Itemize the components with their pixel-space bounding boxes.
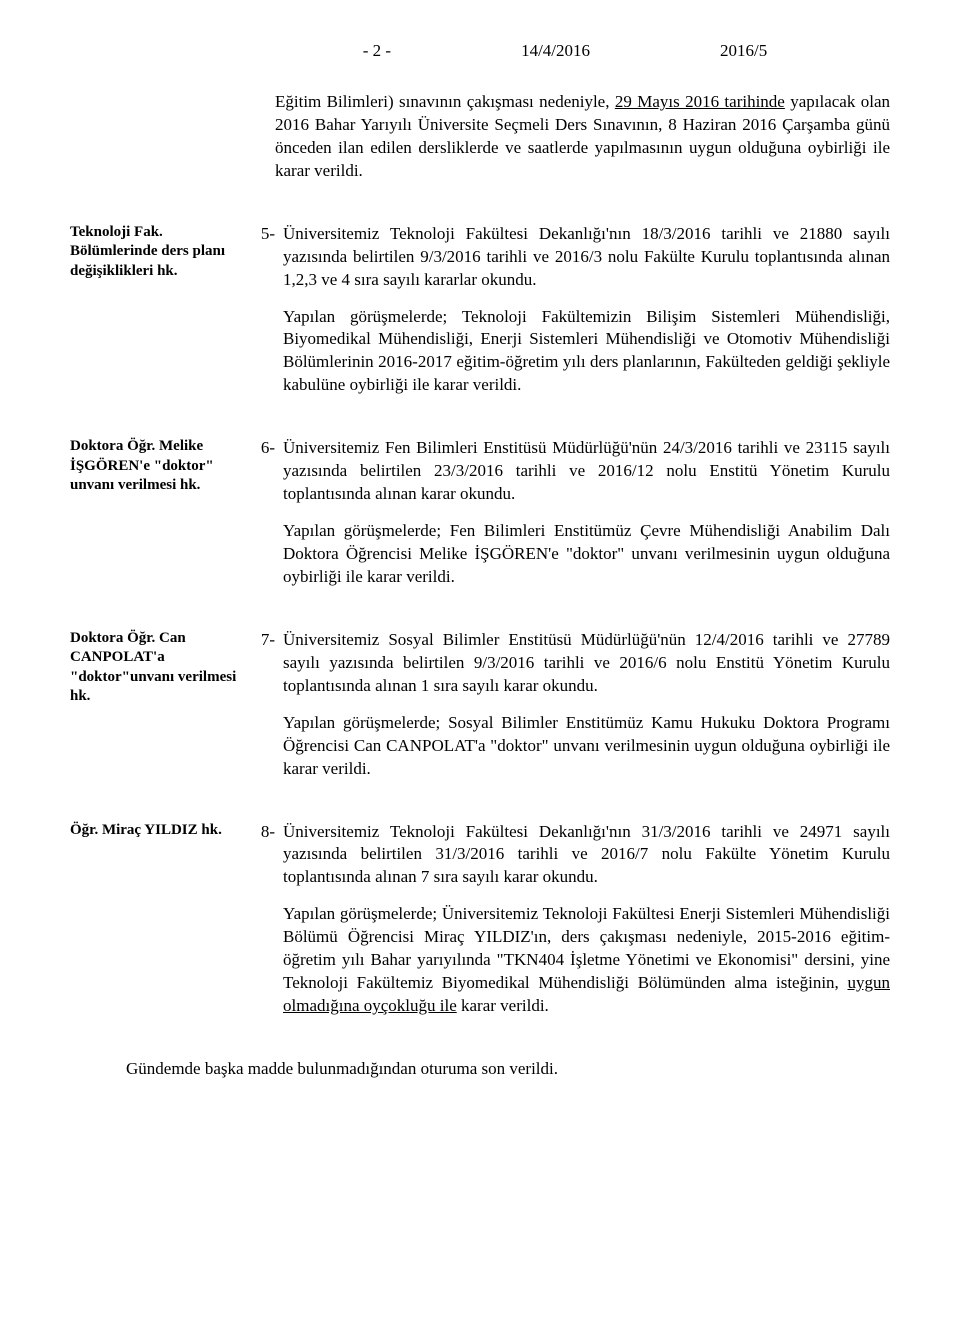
side-label: Öğr. Miraç YILDIZ hk. xyxy=(70,821,245,841)
intro-paragraph: Eğitim Bilimleri) sınavının çakışması ne… xyxy=(275,91,890,183)
intro-underline: 29 Mayıs 2016 tarihinde xyxy=(615,92,785,111)
page-number: - 2 - xyxy=(363,40,391,63)
item-body: Üniversitemiz Sosyal Bilimler Enstitüsü … xyxy=(283,629,890,781)
side-label: Teknoloji Fak. Bölümlerinde ders planı d… xyxy=(70,223,245,282)
item-p2: Yapılan görüşmelerde; Fen Bilimleri Enst… xyxy=(283,520,890,589)
item-number: 6- xyxy=(253,437,275,460)
intro-pre: Eğitim Bilimleri) sınavının çakışması ne… xyxy=(275,92,615,111)
item-p1: Üniversitemiz Teknoloji Fakültesi Dekanl… xyxy=(283,821,890,890)
item-number: 8- xyxy=(253,821,275,844)
agenda-item-7: Doktora Öğr. Can CANPOLAT'a "doktor"unva… xyxy=(70,629,890,781)
item-p1: Üniversitemiz Fen Bilimleri Enstitüsü Mü… xyxy=(283,437,890,506)
item-body: Üniversitemiz Teknoloji Fakültesi Dekanl… xyxy=(283,821,890,1019)
agenda-item-6: Doktora Öğr. Melike İŞGÖREN'e "doktor" u… xyxy=(70,437,890,589)
item-number: 5- xyxy=(253,223,275,246)
item-p1: Üniversitemiz Teknoloji Fakültesi Dekanl… xyxy=(283,223,890,292)
side-label: Doktora Öğr. Melike İŞGÖREN'e "doktor" u… xyxy=(70,437,245,496)
item-p2-pre: Yapılan görüşmelerde; Üniversitemiz Tekn… xyxy=(283,904,890,992)
item-body: Üniversitemiz Teknoloji Fakültesi Dekanl… xyxy=(283,223,890,398)
item-p2: Yapılan görüşmelerde; Üniversitemiz Tekn… xyxy=(283,903,890,1018)
header-date: 14/4/2016 xyxy=(521,40,590,63)
header-ref: 2016/5 xyxy=(720,40,767,63)
agenda-item-8: Öğr. Miraç YILDIZ hk. 8- Üniversitemiz T… xyxy=(70,821,890,1019)
item-p1: Üniversitemiz Sosyal Bilimler Enstitüsü … xyxy=(283,629,890,698)
footer-line: Gündemde başka madde bulunmadığından otu… xyxy=(70,1058,890,1081)
side-label: Doktora Öğr. Can CANPOLAT'a "doktor"unva… xyxy=(70,629,245,707)
agenda-item-5: Teknoloji Fak. Bölümlerinde ders planı d… xyxy=(70,223,890,398)
item-body: Üniversitemiz Fen Bilimleri Enstitüsü Mü… xyxy=(283,437,890,589)
item-p2: Yapılan görüşmelerde; Teknoloji Fakültem… xyxy=(283,306,890,398)
page-header: - 2 - 14/4/2016 2016/5 xyxy=(70,40,890,63)
item-p2-post: karar verildi. xyxy=(457,996,549,1015)
item-number: 7- xyxy=(253,629,275,652)
item-p2: Yapılan görüşmelerde; Sosyal Bilimler En… xyxy=(283,712,890,781)
